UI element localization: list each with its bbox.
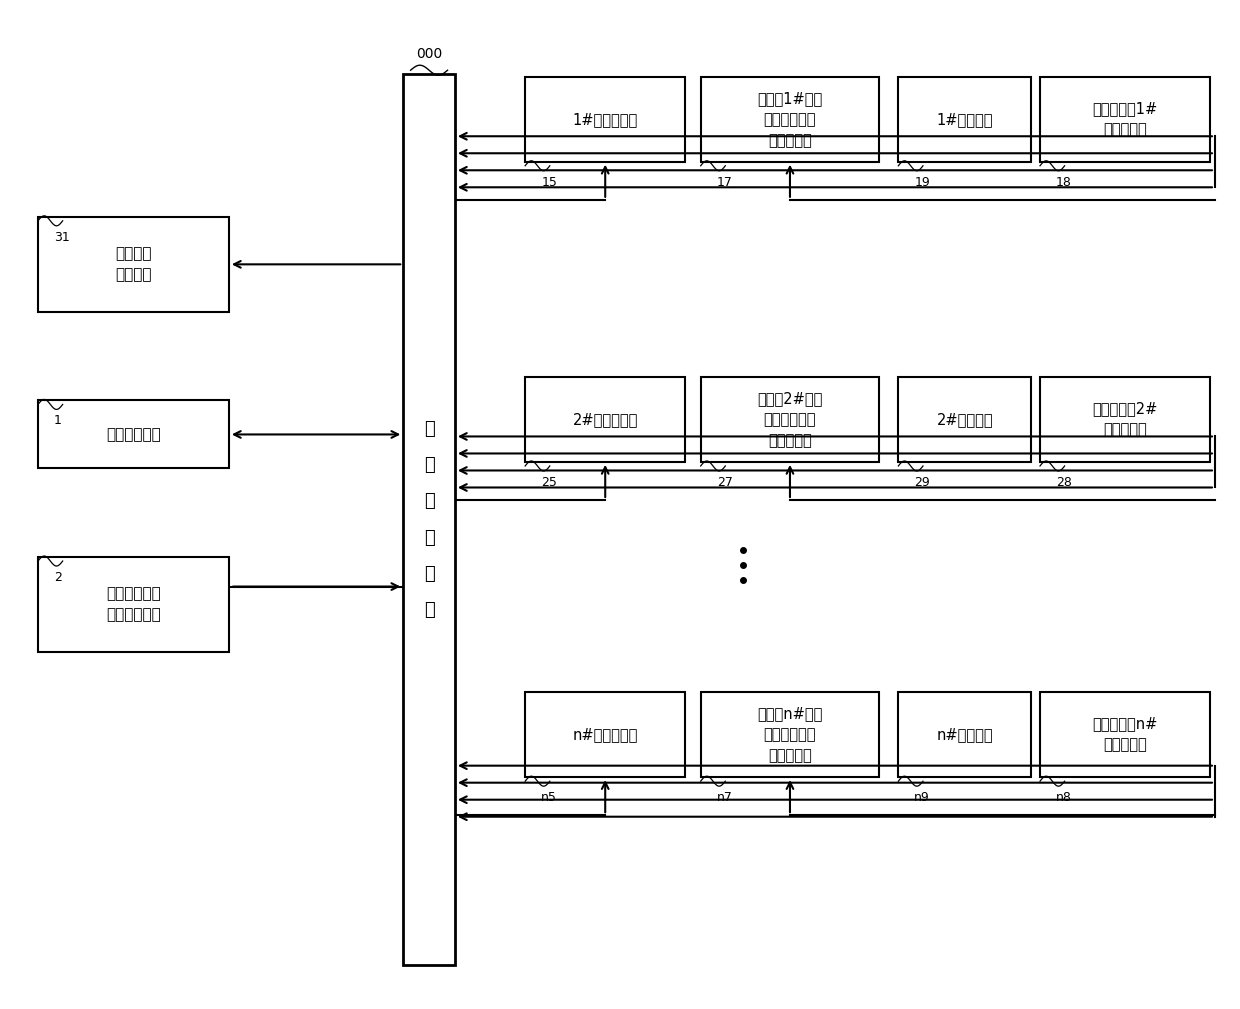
- Text: 2#翻转平台: 2#翻转平台: [936, 412, 993, 427]
- Bar: [38, 217, 229, 312]
- Bar: [701, 692, 879, 777]
- Bar: [1040, 377, 1210, 462]
- Text: 29: 29: [914, 476, 930, 489]
- Bar: [701, 77, 879, 161]
- Bar: [38, 401, 229, 468]
- Text: 1: 1: [55, 415, 62, 428]
- Text: 供包裹输送带
线速度传感器: 供包裹输送带 线速度传感器: [107, 586, 161, 623]
- Text: 000: 000: [415, 47, 443, 62]
- Bar: [526, 77, 686, 161]
- Text: 自动分拣线n#
入口输送带: 自动分拣线n# 入口输送带: [1092, 716, 1158, 753]
- Text: 2#机器人系统: 2#机器人系统: [573, 412, 637, 427]
- Text: 17: 17: [717, 176, 733, 189]
- Text: 固定在2#机器
人手臂上方的
视觉摄像机: 固定在2#机器 人手臂上方的 视觉摄像机: [758, 390, 822, 448]
- Bar: [526, 692, 686, 777]
- Text: 自动分拣线2#
入口输送带: 自动分拣线2# 入口输送带: [1092, 402, 1158, 438]
- Bar: [898, 77, 1032, 161]
- Bar: [526, 377, 686, 462]
- Bar: [38, 557, 229, 652]
- Text: 三维视觉
摄像系统: 三维视觉 摄像系统: [115, 246, 151, 283]
- Text: 18: 18: [1056, 176, 1071, 189]
- Text: 1#机器人系统: 1#机器人系统: [573, 112, 637, 127]
- Text: 31: 31: [55, 231, 69, 244]
- Text: 供包裹输送带: 供包裹输送带: [107, 427, 161, 442]
- Text: 固定在n#机器
人手臂上方的
视觉摄像机: 固定在n#机器 人手臂上方的 视觉摄像机: [758, 706, 822, 763]
- Text: n#翻转平台: n#翻转平台: [936, 727, 993, 743]
- Text: 2: 2: [55, 571, 62, 584]
- Text: n5: n5: [541, 791, 557, 804]
- Text: 28: 28: [1056, 476, 1071, 489]
- Text: 19: 19: [914, 176, 930, 189]
- Text: 1#翻转平台: 1#翻转平台: [936, 112, 993, 127]
- Bar: [701, 377, 879, 462]
- Bar: [898, 692, 1032, 777]
- Text: 中
央
控
制
系
统: 中 央 控 制 系 统: [424, 420, 434, 619]
- Text: n7: n7: [717, 791, 733, 804]
- Text: 自动分拣线1#
入口输送带: 自动分拣线1# 入口输送带: [1092, 101, 1158, 137]
- Bar: [1040, 77, 1210, 161]
- Text: 固定在1#机器
人手臂上方的
视觉摄像机: 固定在1#机器 人手臂上方的 视觉摄像机: [758, 91, 822, 147]
- Bar: [898, 377, 1032, 462]
- Text: 15: 15: [541, 176, 557, 189]
- Text: n#机器人系统: n#机器人系统: [573, 727, 637, 743]
- Bar: [1040, 692, 1210, 777]
- Text: 27: 27: [717, 476, 733, 489]
- Text: 25: 25: [541, 476, 557, 489]
- Bar: [403, 75, 455, 965]
- Text: n8: n8: [1056, 791, 1071, 804]
- Text: n9: n9: [914, 791, 930, 804]
